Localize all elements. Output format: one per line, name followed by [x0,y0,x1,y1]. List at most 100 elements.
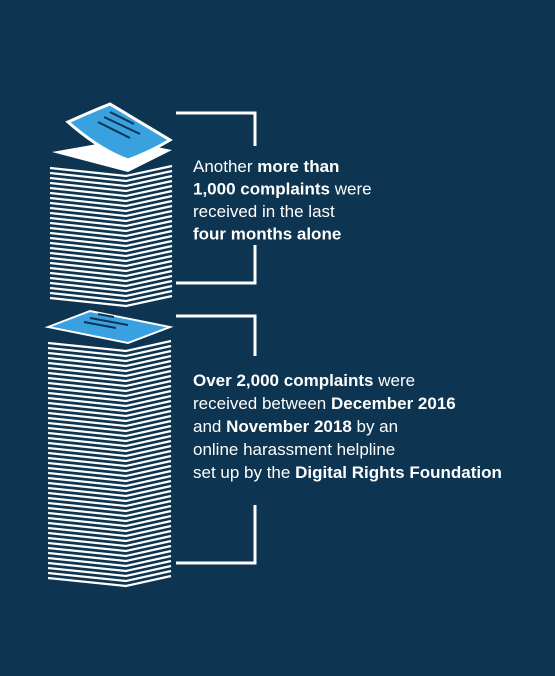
bold-text: 1,000 complaints [193,180,330,199]
sheet-edge [47,539,172,553]
text-line: Another more than [193,157,339,176]
paper-stacks [47,164,173,588]
sheet-edge [49,184,173,198]
sheet-edge [47,494,172,508]
sheet-edge [47,404,172,418]
text-line: received in the last [193,202,335,221]
sheet-edge [49,254,173,268]
sheet-edge [49,279,173,293]
sheet-edge [47,564,172,578]
sheet-edge [47,369,172,383]
sheet-edge [47,419,172,433]
sheet-lines [83,313,129,329]
sheet-edge [47,409,172,423]
bracket [176,314,257,356]
sheet-edge [49,174,173,188]
sheet-edge [49,274,173,288]
sheet-edge [47,414,172,428]
sheet-edge [49,264,173,278]
text-line: set up by the Digital Rights Foundation [193,463,502,482]
bold-text: Over 2,000 complaints [193,371,373,390]
sheet-edge [49,214,173,228]
sheet-edge [47,479,172,493]
text: were [330,180,372,199]
sheet-edge [47,454,172,468]
sheet-edge [49,294,173,308]
sheet-edge [47,374,172,388]
sheet-edge [47,554,172,568]
sheet-edge [47,474,172,488]
bold-text: more than [257,157,339,176]
sheet-edge [47,534,172,548]
text-line: and November 2018 by an [193,417,398,436]
sheet-edge [47,559,172,573]
text: received in the last [193,202,335,221]
sheet-edge [49,249,173,263]
sheet-edge [47,499,172,513]
sheet-edge [47,469,172,483]
text-line: four months alone [193,225,341,244]
sheet-lines [97,111,141,139]
sheet-edge [47,569,172,583]
sheet-edge [49,224,173,238]
bold-text: four months alone [193,225,341,244]
sheet-edge [47,359,172,373]
sheet-edge [47,394,172,408]
sheet-edge [49,179,173,193]
sheet-edge [47,444,172,458]
stack-top-sheet [44,309,174,345]
sheet-edge [47,464,172,478]
text-line: 1,000 complaints were [193,180,372,199]
sheet-edge [49,239,173,253]
sheet-edge [47,379,172,393]
text: by an [352,417,398,436]
sheet-edge [47,519,172,533]
sheet-edge [49,209,173,223]
sheet-edge [49,169,173,183]
text: online harassment helpline [193,440,395,459]
sheet-edge [49,204,173,218]
text: Another [193,157,257,176]
brackets [176,111,257,565]
sheet-edge [47,544,172,558]
sheet-edge [47,549,172,563]
sheet-edge [49,229,173,243]
sheet-edge [47,339,172,353]
sheet-edge [49,189,173,203]
sheet-edge [49,219,173,233]
bold-text: November 2018 [226,417,352,436]
flying-sheet [52,102,173,172]
sheet-edge [47,449,172,463]
sheet-edge [47,459,172,473]
sheet-edge [47,364,172,378]
text: and [193,417,226,436]
bold-text: December 2016 [331,394,456,413]
sheet-edge [47,429,172,443]
sheet-edge [47,509,172,523]
text-line: online harassment helpline [193,440,395,459]
bold-text: Digital Rights Foundation [295,463,502,482]
sheet-edge [47,484,172,498]
bracket [176,505,257,565]
sheet-edge [49,164,173,178]
sheet-edge [47,524,172,538]
sheet-edge [47,344,172,358]
sheet-edge [47,354,172,368]
sheet-edge [47,349,172,363]
sheet-edge [47,514,172,528]
sheet-edge [47,389,172,403]
text: were [373,371,415,390]
sheet-edge [49,199,173,213]
sheet-edge [49,259,173,273]
texts: Another more than 1,000 complaints were re… [193,157,502,482]
sheet-edge [47,529,172,543]
sheet-edge [47,439,172,453]
sheet-edge [47,384,172,398]
sheet-edge [49,289,173,303]
sheet-edge [49,269,173,283]
sheet-edge [47,489,172,503]
sheet-edge [47,399,172,413]
